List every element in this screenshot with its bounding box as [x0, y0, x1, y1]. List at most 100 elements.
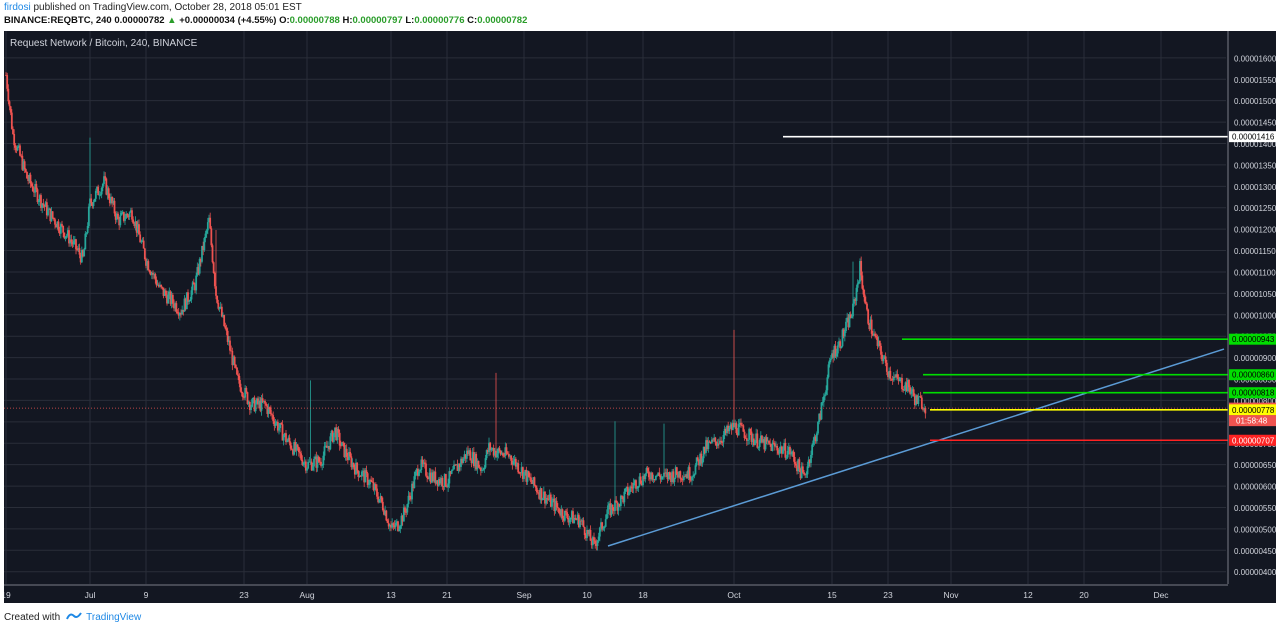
candle-body [646, 468, 649, 472]
candle-body [680, 478, 683, 480]
candle-body [786, 450, 789, 458]
candle-body [694, 465, 697, 475]
candle-body [668, 472, 671, 476]
candle-body [433, 471, 436, 482]
candle-body [341, 442, 343, 446]
candle-body [268, 407, 271, 410]
author-link[interactable]: firdosi [4, 2, 31, 13]
y-tick-label: 0.00001450 [1234, 119, 1276, 128]
high-label: H: [342, 15, 353, 26]
candle-body [726, 425, 728, 434]
candle-body [552, 498, 555, 501]
support-trendline [607, 348, 1225, 547]
candle-body [920, 397, 923, 409]
candle-body [349, 451, 352, 457]
candle-body [128, 212, 131, 218]
candle-body [233, 356, 236, 365]
candle-body [652, 479, 655, 480]
candle-body [555, 500, 558, 507]
candle-body [723, 429, 726, 436]
candle-body [353, 467, 356, 475]
candle-body [763, 439, 766, 450]
candle-body [733, 422, 735, 428]
candle-body [730, 424, 733, 430]
candle-body [502, 453, 504, 456]
candle-body [719, 440, 721, 445]
candle-body [100, 187, 103, 195]
candle-body [413, 476, 416, 489]
candle-body [771, 442, 774, 451]
time-axis[interactable]: 19 Jul 9 23 Aug 13 21 Sep 10 18 Oct 15 23 Nov 12 20 Dec [4, 584, 1276, 603]
candle-body [843, 330, 846, 337]
candle-body [602, 528, 605, 530]
candle-body [58, 230, 61, 234]
candle-body [465, 450, 468, 459]
x-tick-label: 21 [442, 590, 452, 600]
tradingview-link[interactable]: TradingView [86, 612, 142, 623]
candle-body [91, 202, 94, 207]
candle-body [453, 464, 455, 470]
chart-panel[interactable]: 0.00001600 0.00001550 0.00001500 0.00001450… [4, 31, 1276, 603]
candle-body [656, 475, 658, 477]
candle-body [612, 510, 615, 512]
candle-body [857, 281, 860, 284]
candle-body [16, 146, 19, 151]
candle-body [894, 376, 896, 378]
y-tick-label: 0.00001350 [1234, 161, 1276, 170]
y-tick-label: 0.00001200 [1234, 226, 1276, 235]
x-tick-label: 13 [386, 590, 396, 600]
candle-body [531, 481, 534, 484]
candle-body [397, 521, 399, 531]
candle-body [13, 134, 16, 146]
candle-body [167, 294, 170, 304]
candle-body [498, 448, 501, 451]
candle-body [283, 433, 286, 436]
candle-body [514, 458, 517, 467]
candle-body [30, 183, 33, 187]
candle-body [867, 309, 870, 324]
candle-body [562, 518, 565, 521]
candle-body [633, 480, 636, 484]
candle-body [323, 446, 326, 456]
candle-body [405, 512, 408, 513]
candle-body [548, 494, 551, 500]
candle-body [365, 470, 368, 474]
candle-body [717, 443, 720, 445]
candle-body [540, 488, 543, 501]
candle-body [546, 498, 549, 499]
candle-body [192, 282, 195, 285]
candle-body [507, 453, 510, 457]
candle-body [367, 484, 370, 486]
candle-body [274, 423, 277, 426]
candle-body [380, 496, 383, 502]
price-chart[interactable]: 0.00001600 0.00001550 0.00001500 0.00001450… [4, 31, 1276, 603]
candle-body [332, 432, 335, 442]
candle-body [376, 488, 378, 497]
candle-body [729, 424, 732, 428]
countdown-label: 01:58:48 [1236, 417, 1268, 426]
candle-body [266, 405, 269, 414]
candle-body [783, 442, 786, 450]
candle-body [170, 294, 173, 304]
candle-body [587, 529, 590, 535]
candle-body [808, 459, 811, 463]
candle-body [895, 374, 898, 378]
candle-body [805, 474, 808, 476]
candle-body [225, 328, 228, 331]
price-axis[interactable]: 0.00001600 0.00001550 0.00001500 0.00001450… [1227, 31, 1276, 603]
candle-body [542, 491, 545, 499]
candle-body [467, 450, 469, 454]
y-tick-label: 0.00000900 [1234, 354, 1276, 363]
candle-body [866, 303, 868, 310]
level-label-box [1229, 131, 1276, 143]
candle-body [104, 176, 107, 179]
candle-body [351, 462, 354, 468]
candle-body [356, 462, 359, 471]
candle-body [43, 205, 46, 207]
candle-body [871, 333, 874, 336]
candle-body [230, 350, 233, 352]
candle-body [787, 447, 790, 451]
candle-body [29, 174, 32, 184]
candle-body [373, 484, 376, 490]
candle-body [525, 469, 528, 482]
